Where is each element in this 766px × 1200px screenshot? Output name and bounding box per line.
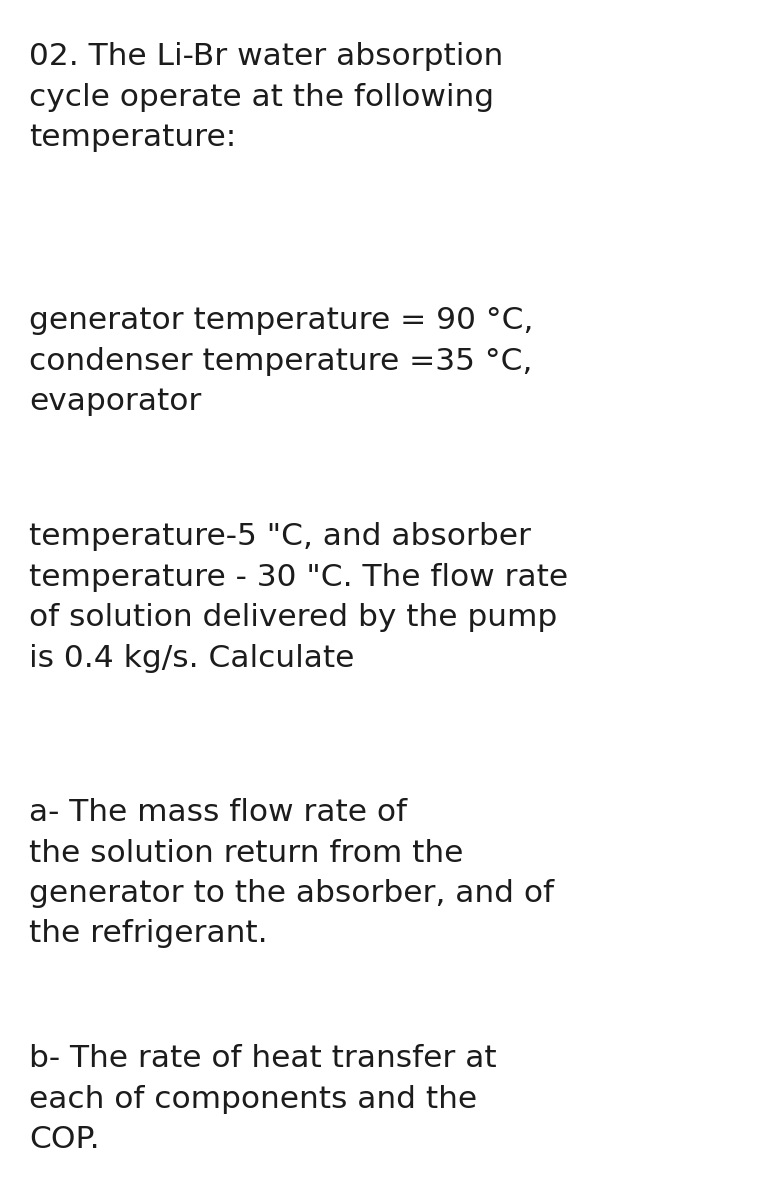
Text: a- The mass flow rate of
the solution return from the
generator to the absorber,: a- The mass flow rate of the solution re…	[29, 798, 554, 948]
Text: generator temperature = 90 °C,
condenser temperature =35 °C,
evaporator: generator temperature = 90 °C, condenser…	[29, 306, 533, 416]
Text: 02. The Li-Br water absorption
cycle operate at the following
temperature:: 02. The Li-Br water absorption cycle ope…	[29, 42, 503, 152]
Text: b- The rate of heat transfer at
each of components and the
COP.: b- The rate of heat transfer at each of …	[29, 1044, 496, 1154]
Text: temperature-5 "C, and absorber
temperature - 30 "C. The flow rate
of solution de: temperature-5 "C, and absorber temperatu…	[29, 522, 568, 672]
